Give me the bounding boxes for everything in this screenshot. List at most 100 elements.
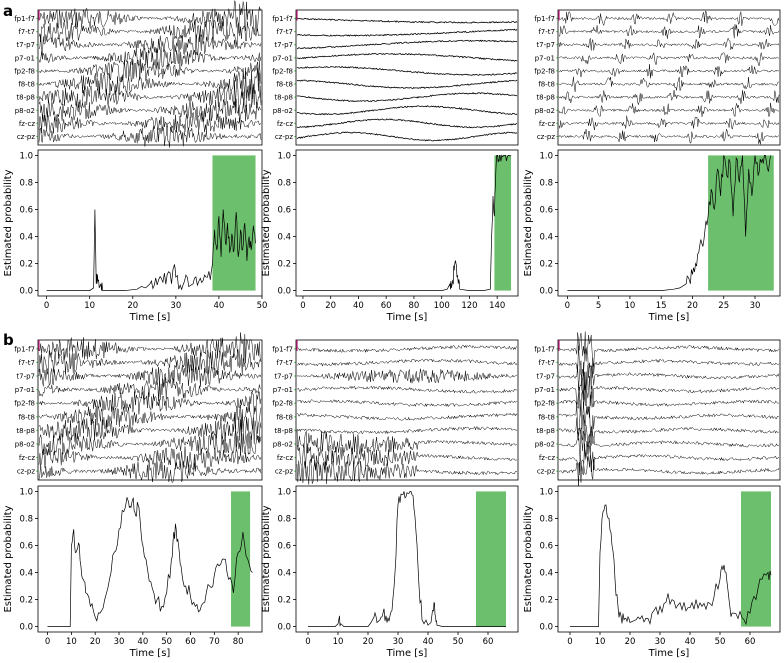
x-tick-label: 50 (257, 301, 268, 311)
x-tick-label: 50 (715, 637, 726, 647)
eeg-channel-label: p7-o1 (15, 386, 35, 394)
seizure-region (231, 491, 251, 627)
x-tick-label: 50 (453, 637, 464, 647)
x-tick-label: 30 (170, 301, 181, 311)
eeg-channel-label: t8-p8 (16, 94, 35, 102)
y-tick-label: 0.6 (277, 205, 291, 215)
eeg-trace (559, 64, 780, 79)
eeg-channel-label: t7-p7 (536, 41, 555, 49)
eeg-trace (38, 364, 262, 387)
eeg-channel-label: fp1-f7 (534, 345, 555, 353)
eeg-channel-label: fz-cz (539, 454, 556, 462)
eeg-channel-label: f8-t8 (538, 81, 555, 89)
eeg-trace (296, 39, 518, 50)
eeg-panel: fp1-f7 f7-t7 t7-p7 p7-o1 fp2-f8 f8-t8 t8-p8 p8-… (534, 9, 781, 146)
x-axis-label: Time [s] (386, 648, 428, 659)
plot-frame (557, 485, 781, 633)
x-tick-label: 10 (333, 637, 344, 647)
eeg-trace (296, 52, 518, 62)
x-tick-label: 0 (565, 301, 570, 311)
eeg-channel-label: fz-cz (19, 120, 36, 128)
seizure-region (476, 491, 506, 627)
eeg-channel-label: t8-p8 (274, 94, 293, 102)
x-tick-label: 140 (489, 301, 505, 311)
x-tick-label: 0 (44, 301, 49, 311)
eeg-trace (558, 24, 780, 39)
plot-frame (37, 485, 263, 633)
probability-line (570, 504, 772, 627)
eeg-trace (38, 459, 262, 484)
eeg-channel-label: t8-p8 (16, 427, 35, 435)
eeg-channel-label: fp1-f7 (14, 15, 35, 23)
eeg-panel: fp1-f7 f7-t7 t7-p7 p7-o1 fp2-f8 f8-t8 t8-p8 p8-… (14, 0, 263, 148)
probability-plot: 0 20 40 60 80 100 120 140 0.0 0.2 0.4 0.6 0.8 1.0 Time… (261, 149, 519, 323)
eeg-trace (558, 399, 780, 434)
y-tick-label: 0.6 (277, 541, 291, 551)
eeg-channel-label: f7-t7 (276, 359, 293, 367)
eeg-channel-label: fp1-f7 (14, 345, 35, 353)
eeg-trace (558, 345, 780, 378)
y-tick-label: 0.6 (19, 541, 33, 551)
eeg-channel-label: p7-o1 (273, 54, 293, 62)
y-tick-label: 0.0 (19, 623, 33, 633)
x-tick-label: 0 (45, 637, 50, 647)
y-axis-label: Estimated probability (3, 505, 14, 612)
eeg-trace (296, 426, 518, 435)
y-tick-label: 0.0 (539, 623, 553, 633)
x-tick-label: 0 (305, 637, 310, 647)
x-tick-label: 120 (461, 301, 477, 311)
y-tick-label: 1.0 (539, 151, 553, 161)
eeg-trace (296, 91, 518, 103)
eeg-trace (297, 412, 518, 421)
eeg-trace (296, 65, 518, 76)
y-tick-label: 0.8 (19, 178, 33, 188)
eeg-trace (296, 358, 518, 367)
y-tick-label: 0.2 (277, 260, 291, 270)
eeg-channel-label: f8-t8 (276, 81, 293, 89)
y-tick-label: 0.8 (539, 514, 553, 524)
eeg-channel-label: f8-t8 (276, 413, 293, 421)
eeg-channel-label: fp2-f8 (14, 67, 35, 75)
eeg-channel-label: p8-o2 (15, 107, 35, 115)
eeg-trace (38, 446, 262, 470)
eeg-channel-label: f8-t8 (18, 413, 35, 421)
eeg-trace (558, 76, 780, 92)
eeg-trace (38, 59, 262, 84)
eeg-panel: fp1-f7 f7-t7 t7-p7 p7-o1 fp2-f8 f8-t8 t8-p8 p8-… (14, 332, 263, 484)
eeg-trace (38, 349, 262, 375)
x-tick-label: 25 (718, 301, 729, 311)
x-tick-label: 10 (625, 301, 636, 311)
eeg-channel-label: f7-t7 (18, 359, 35, 367)
probability-plot: 0 5 10 15 20 25 30 0.0 0.2 0.4 0.6 0.8 1.0 Time [s] Es… (523, 149, 781, 323)
eeg-channel-label: p7-o1 (535, 386, 555, 394)
eeg-frame (557, 339, 781, 481)
eeg-trace (558, 115, 780, 131)
seizure-region (741, 491, 771, 627)
eeg-trace (558, 10, 780, 27)
y-tick-label: 0.2 (19, 596, 33, 606)
eeg-frame (37, 9, 263, 146)
y-tick-label: 0.0 (277, 287, 291, 297)
chart-a-1: fp1-f7 f7-t7 t7-p7 p7-o1 fp2-f8 f8-t8 t8-p8 p8-… (261, 9, 519, 323)
y-tick-label: 0.6 (539, 541, 553, 551)
eeg-panel: fp1-f7 f7-t7 t7-p7 p7-o1 fp2-f8 f8-t8 t8-p8 p8-… (272, 339, 519, 485)
x-tick-label: 30 (750, 301, 761, 311)
eeg-channel-label: fp2-f8 (272, 67, 293, 75)
eeg-trace (296, 17, 518, 24)
eeg-channel-label: p8-o2 (15, 440, 35, 448)
eeg-trace (38, 19, 262, 46)
x-tick-label: 10 (84, 301, 95, 311)
eeg-channel-label: f8-t8 (538, 413, 555, 421)
plot-frame (557, 149, 781, 297)
x-tick-label: 20 (625, 637, 636, 647)
y-tick-label: 0.4 (19, 233, 33, 243)
y-axis-label: Estimated probability (261, 169, 272, 276)
x-tick-label: 40 (423, 637, 434, 647)
y-tick-label: 1.0 (277, 151, 291, 161)
seizure-region (708, 155, 774, 291)
eeg-trace (296, 443, 518, 471)
y-tick-label: 0.0 (539, 287, 553, 297)
x-tick-label: 5 (596, 301, 601, 311)
eeg-trace (296, 28, 518, 37)
